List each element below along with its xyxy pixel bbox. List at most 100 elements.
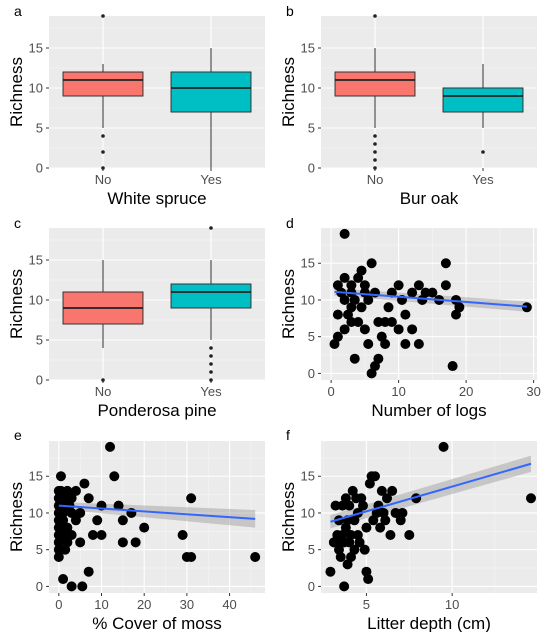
outlier-point <box>373 134 377 138</box>
scatter-point <box>344 500 355 511</box>
scatter-point <box>55 471 66 482</box>
scatter-point <box>404 529 415 540</box>
y-tick-label: 5 <box>36 333 43 348</box>
outlier-point <box>373 150 377 154</box>
outlier-point <box>481 150 485 154</box>
box-yes <box>170 226 252 382</box>
scatter-point <box>363 574 374 585</box>
panel-letter: b <box>286 3 294 19</box>
scatter-point <box>177 529 188 540</box>
x-tick-label: No <box>367 172 384 187</box>
panel-f: 0 5 10 15 5 10 Litter depth (cm) Richness f <box>279 427 537 632</box>
outlier-point <box>101 378 105 382</box>
outlier-point <box>209 362 213 366</box>
x-tick-label: 10 <box>94 597 108 612</box>
scatter-point <box>83 493 94 504</box>
outlier-point <box>373 142 377 146</box>
scatter-point <box>370 471 380 482</box>
scatter-point <box>325 566 336 577</box>
box-iqr <box>442 87 524 113</box>
y-tick-label: 15 <box>301 469 315 484</box>
y-axis-title: Richness <box>279 269 298 339</box>
y-tick-label: 0 <box>308 579 315 594</box>
scatter-point <box>66 493 77 504</box>
scatter-point <box>447 361 458 372</box>
scatter-point <box>358 500 368 511</box>
scatter-point <box>339 581 350 592</box>
scatter-point <box>53 552 64 563</box>
scatter-point <box>96 529 107 540</box>
y-tick-label: 5 <box>36 121 43 136</box>
y-axis-title: Richness <box>279 482 298 552</box>
scatter-point <box>380 515 391 526</box>
panel-letter: a <box>14 3 22 19</box>
box-iqr <box>334 71 416 97</box>
y-tick-label: 0 <box>36 579 43 594</box>
y-tick-label: 15 <box>29 41 43 56</box>
x-tick-label: No <box>95 384 112 399</box>
scatter-point <box>62 537 73 548</box>
scatter-point <box>353 316 364 327</box>
scatter-point <box>386 316 397 327</box>
y-tick-label: 10 <box>301 292 315 307</box>
x-axis-title: Number of logs <box>371 401 486 420</box>
scatter-point <box>366 258 377 269</box>
y-axis-title: Richness <box>279 57 298 127</box>
scatter-point <box>186 493 197 504</box>
x-tick-label: 40 <box>222 597 236 612</box>
scatter-point <box>427 287 438 298</box>
scatter-point <box>356 265 367 276</box>
scatter-point <box>105 441 116 452</box>
scatter-point <box>109 471 120 482</box>
scatter-point <box>413 339 424 350</box>
scatter-point <box>58 515 69 526</box>
scatter-point <box>387 485 398 496</box>
scatter-point <box>66 529 77 540</box>
outlier-point <box>373 158 377 162</box>
scatter-point <box>440 258 451 269</box>
scatter-point <box>400 309 411 320</box>
scatter-point <box>330 500 341 511</box>
scatter-point <box>380 339 391 350</box>
scatter-point <box>376 485 387 496</box>
x-tick-label: Yes <box>200 384 222 399</box>
scatter-point <box>440 280 451 291</box>
x-axis-title: Ponderosa pine <box>97 401 216 420</box>
scatter-point <box>526 493 536 504</box>
scatter-point <box>58 529 69 540</box>
y-tick-label: 0 <box>36 373 43 388</box>
scatter-point <box>346 280 357 291</box>
scatter-point <box>62 485 73 496</box>
outlier-point <box>101 150 105 154</box>
scatter-point <box>413 280 424 291</box>
y-tick-label: 0 <box>308 366 315 381</box>
outlier-point <box>373 14 377 18</box>
x-tick-label: 30 <box>180 597 194 612</box>
x-axis-title: Bur oak <box>400 189 459 208</box>
x-tick-label: Yes <box>200 172 222 187</box>
scatter-point <box>438 441 449 452</box>
panel-letter: d <box>286 215 294 231</box>
scatter-point <box>75 507 86 518</box>
scatter-point <box>349 544 360 555</box>
x-tick-label: No <box>95 172 112 187</box>
scatter-point <box>66 507 77 518</box>
scatter-point <box>393 324 404 335</box>
scatter-point <box>339 324 350 335</box>
panel-letter: e <box>14 427 22 443</box>
scatter-point <box>382 493 392 504</box>
x-tick-label: 20 <box>137 597 151 612</box>
scatter-point <box>349 294 360 305</box>
scatter-point <box>359 324 370 335</box>
scatter-point <box>113 500 124 511</box>
y-tick-label: 0 <box>308 161 315 176</box>
scatter-point <box>79 478 90 489</box>
scatter-point <box>400 339 411 350</box>
scatter-point <box>70 515 81 526</box>
scatter-point <box>335 552 346 563</box>
scatter-point <box>77 581 88 592</box>
x-tick-label: Yes <box>472 172 494 187</box>
scatter-point <box>363 339 374 350</box>
scatter-point <box>454 302 465 313</box>
